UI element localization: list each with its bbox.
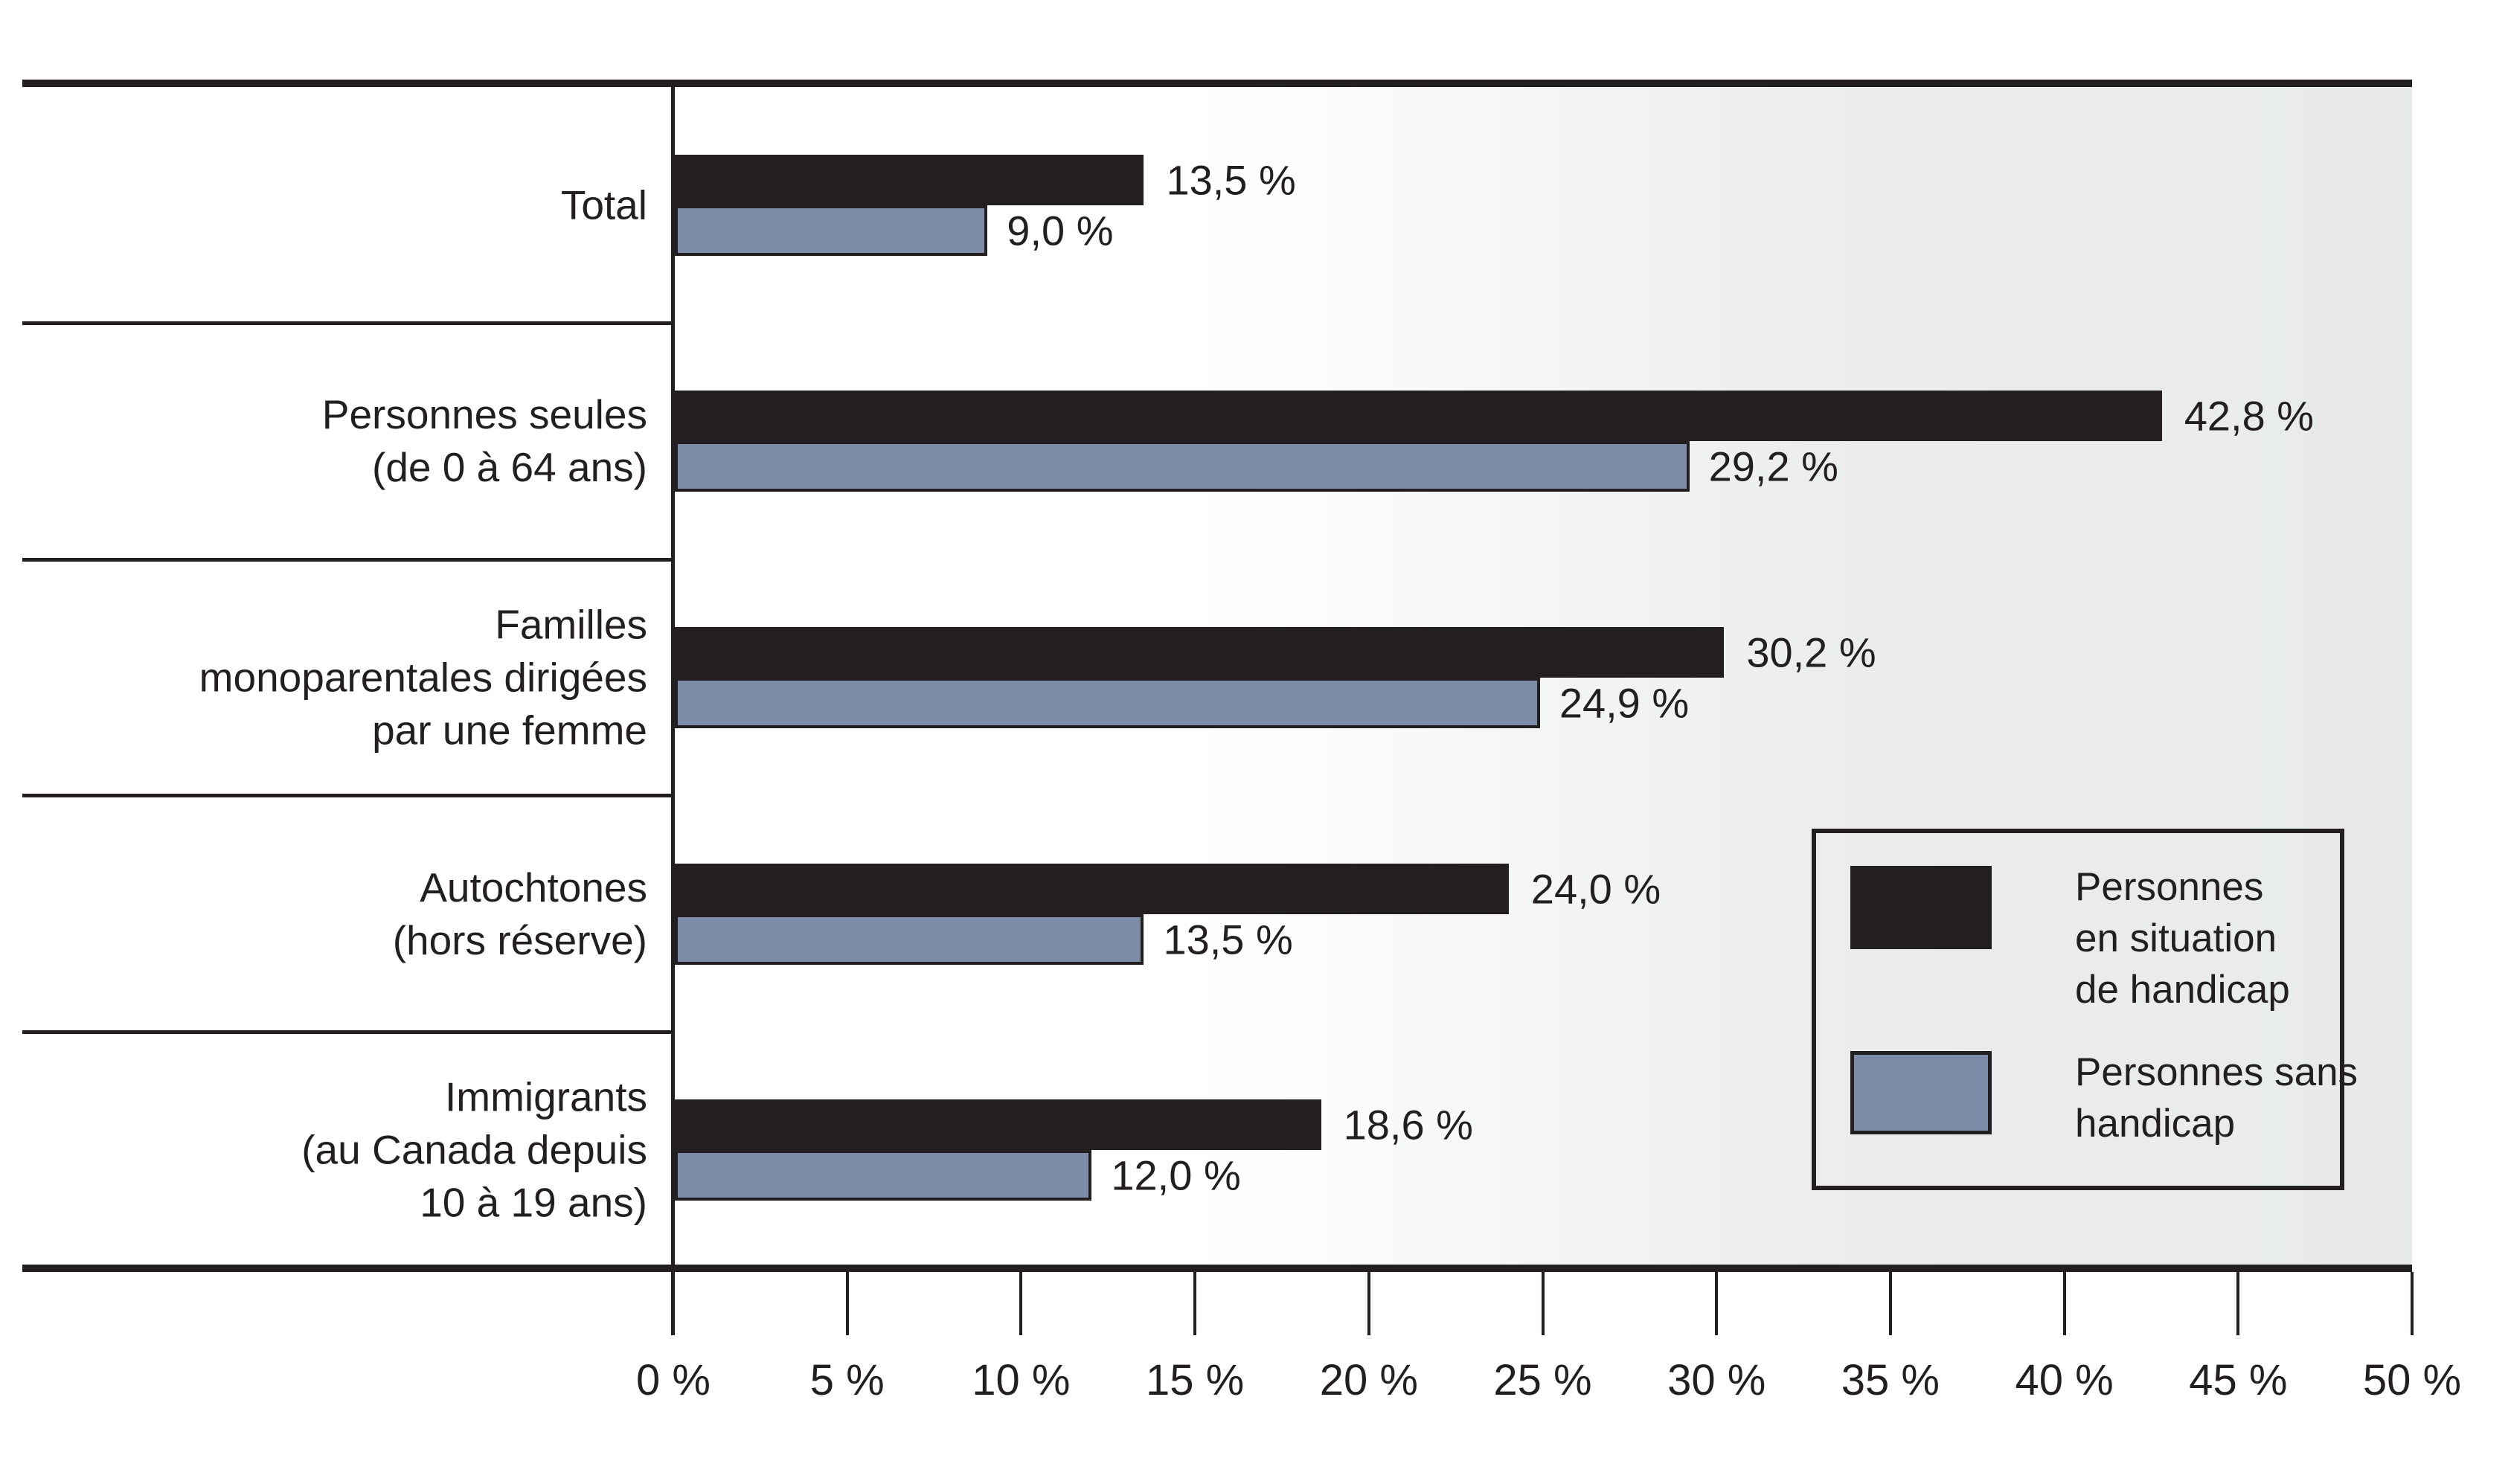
text-line: Personnes sans xyxy=(2075,1050,2358,1094)
category-label: Familles monoparentales dirigées par une f… xyxy=(15,599,647,757)
row-separator xyxy=(22,321,673,325)
x-tick xyxy=(1715,1272,1719,1335)
text-line: 10 à 19 ans) xyxy=(420,1179,647,1226)
bar-with-disability: 24,0 % xyxy=(675,864,1661,914)
category-label: Total xyxy=(15,179,647,232)
category-label: Autochtones (hors réserve) xyxy=(15,861,647,967)
row-separator xyxy=(22,558,673,562)
row-separator xyxy=(22,794,673,797)
bar-with-disability: 18,6 % xyxy=(675,1099,1473,1150)
text-line: Autochtones xyxy=(420,864,647,910)
bar-without-disability: 24,9 % xyxy=(675,678,1689,728)
bar-with-disability: 42,8 % xyxy=(675,391,2314,441)
text-line: monoparentales dirigées xyxy=(199,654,647,701)
x-tick-label: 10 % xyxy=(972,1356,1071,1404)
x-tick-label: 15 % xyxy=(1145,1356,1245,1404)
text-line: Personnes xyxy=(2075,865,2264,909)
bar-value-label: 9,0 % xyxy=(1007,207,1114,254)
legend-label-without-disability: Personnes sans handicap xyxy=(2075,1047,2358,1149)
x-tick xyxy=(1888,1272,1892,1335)
legend-swatch-with-disability xyxy=(1850,866,1992,949)
y-axis-line xyxy=(671,80,675,1335)
legend-label-with-disability: Personnes en situation de handicap xyxy=(2075,861,2290,1015)
x-tick xyxy=(672,1272,675,1335)
x-axis-line xyxy=(22,1265,2412,1272)
bar-value-label: 29,2 % xyxy=(1708,443,1838,490)
bar-without-disability: 12,0 % xyxy=(675,1150,1241,1201)
x-tick xyxy=(1019,1272,1023,1335)
x-tick-label: 5 % xyxy=(809,1356,885,1404)
text-line: Total xyxy=(560,182,647,228)
x-tick-label: 40 % xyxy=(2015,1356,2114,1404)
bar-value-label: 18,6 % xyxy=(1343,1101,1473,1149)
chart-row: Personnes seules (de 0 à 64 ans) 42,8 % 2… xyxy=(0,323,2511,559)
text-line: handicap xyxy=(2075,1102,2236,1146)
bar-with-disability: 13,5 % xyxy=(675,155,1296,205)
x-tick xyxy=(845,1272,849,1335)
row-separator xyxy=(22,1030,673,1034)
bar-value-label: 13,5 % xyxy=(1166,156,1296,204)
x-tick-label: 30 % xyxy=(1667,1356,1766,1404)
x-tick-label: 50 % xyxy=(2362,1356,2462,1404)
x-tick xyxy=(1367,1272,1370,1335)
x-tick xyxy=(2062,1272,2066,1335)
legend: Personnes en situation de handicap Personn… xyxy=(1812,829,2358,1190)
bar-value-label: 12,0 % xyxy=(1111,1151,1241,1199)
bar-value-label: 13,5 % xyxy=(1163,916,1293,963)
bar-value-label: 30,2 % xyxy=(1746,629,1876,676)
x-tick-label: 20 % xyxy=(1319,1356,1418,1404)
bar-value-label: 42,8 % xyxy=(2184,392,2315,440)
legend-swatch-without-disability xyxy=(1850,1051,1992,1134)
bar-value-label: 24,9 % xyxy=(1559,679,1690,727)
chart-row: Autochtones (hors réserve) 24,0 % 13,5 % xyxy=(0,796,2511,1032)
category-label: Immigrants (au Canada depuis 10 à 19 ans) xyxy=(15,1071,647,1230)
text-line: par une femme xyxy=(372,707,647,754)
x-tick xyxy=(1541,1272,1545,1335)
x-tick-label: 0 % xyxy=(636,1356,711,1404)
bar-without-disability: 9,0 % xyxy=(675,205,1114,256)
x-tick xyxy=(1193,1272,1197,1335)
text-line: de handicap xyxy=(2075,968,2290,1012)
legend-item-without-disability: Personnes sans handicap xyxy=(1850,1047,2358,1149)
chart-row: Total 13,5 % 9,0 % xyxy=(0,87,2511,324)
text-line: Immigrants xyxy=(445,1073,647,1120)
text-line: (de 0 à 64 ans) xyxy=(372,444,647,490)
text-line: (hors réserve) xyxy=(392,917,647,963)
chart-top-border xyxy=(22,80,2412,87)
bar-without-disability: 29,2 % xyxy=(675,441,1838,492)
bar-value-label: 24,0 % xyxy=(1530,865,1661,913)
bar-with-disability: 30,2 % xyxy=(675,627,1876,678)
text-line: Familles xyxy=(495,601,647,648)
chart-row: Familles monoparentales dirigées par une f… xyxy=(0,559,2511,796)
category-label: Personnes seules (de 0 à 64 ans) xyxy=(15,388,647,494)
x-tick-label: 25 % xyxy=(1493,1356,1592,1404)
text-line: (au Canada depuis xyxy=(301,1126,647,1173)
x-tick xyxy=(2236,1272,2240,1335)
x-tick xyxy=(2411,1272,2414,1335)
x-tick-label: 45 % xyxy=(2189,1356,2288,1404)
text-line: Personnes seules xyxy=(321,391,647,437)
text-line: en situation xyxy=(2075,916,2277,960)
x-tick-label: 35 % xyxy=(1841,1356,1940,1404)
chart-row: Immigrants (au Canada depuis 10 à 19 ans) … xyxy=(0,1032,2511,1268)
bar-without-disability: 13,5 % xyxy=(675,914,1293,965)
legend-item-with-disability: Personnes en situation de handicap xyxy=(1850,861,2340,1015)
